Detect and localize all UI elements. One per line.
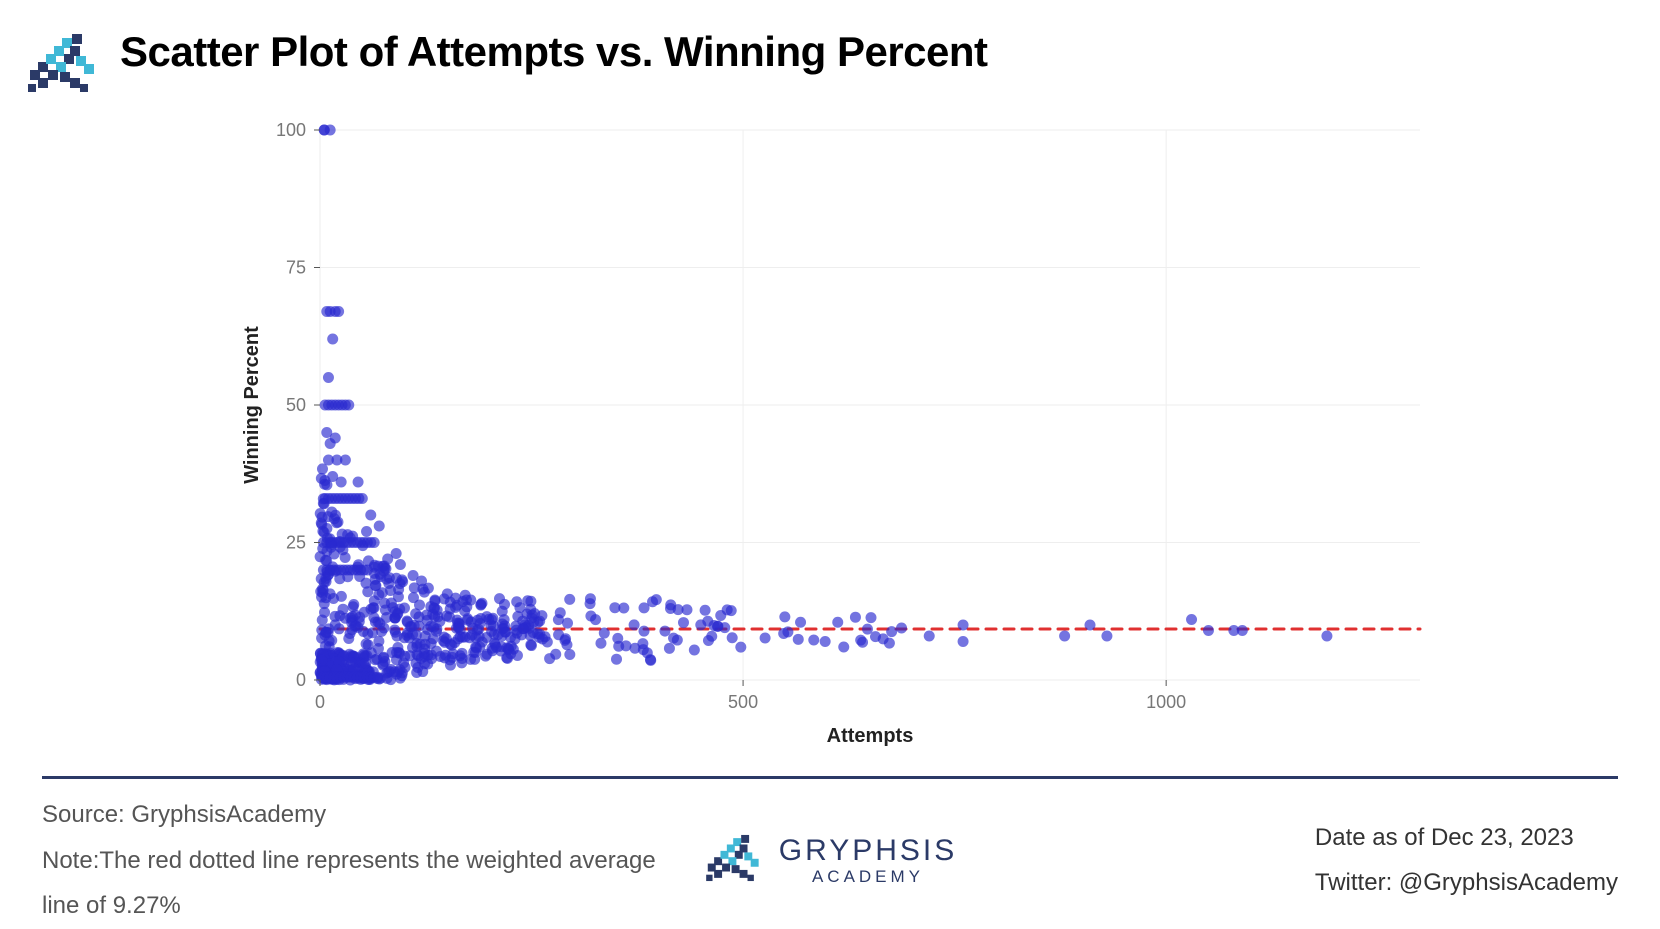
svg-text:1000: 1000 (1146, 692, 1186, 712)
svg-text:50: 50 (286, 395, 306, 415)
brand-name-top: GRYPHSIS (779, 836, 958, 866)
date-text: Date as of Dec 23, 2023 (1315, 815, 1618, 861)
svg-text:500: 500 (728, 692, 758, 712)
svg-text:75: 75 (286, 258, 306, 278)
svg-text:0: 0 (315, 692, 325, 712)
brand-name-bottom: ACADEMY (812, 868, 924, 885)
footer-brand: GRYPHSIS ACADEMY (703, 830, 958, 891)
footer-divider (42, 776, 1618, 779)
twitter-text: Twitter: @GryphsisAcademy (1315, 860, 1618, 906)
note-text: Note:The red dotted line represents the … (42, 838, 679, 929)
source-text: Source: GryphsisAcademy (42, 792, 679, 838)
svg-text:Attempts: Attempts (827, 725, 914, 747)
scatter-chart: 025507510005001000AttemptsWinning Percen… (230, 120, 1440, 760)
gryphsis-logo-icon (703, 830, 765, 891)
page-title: Scatter Plot of Attempts vs. Winning Per… (120, 28, 988, 76)
svg-text:25: 25 (286, 533, 306, 553)
svg-text:Winning Percent: Winning Percent (241, 326, 263, 484)
gryphsis-logo-icon (24, 28, 102, 98)
svg-text:100: 100 (276, 120, 306, 140)
svg-text:0: 0 (296, 670, 306, 690)
